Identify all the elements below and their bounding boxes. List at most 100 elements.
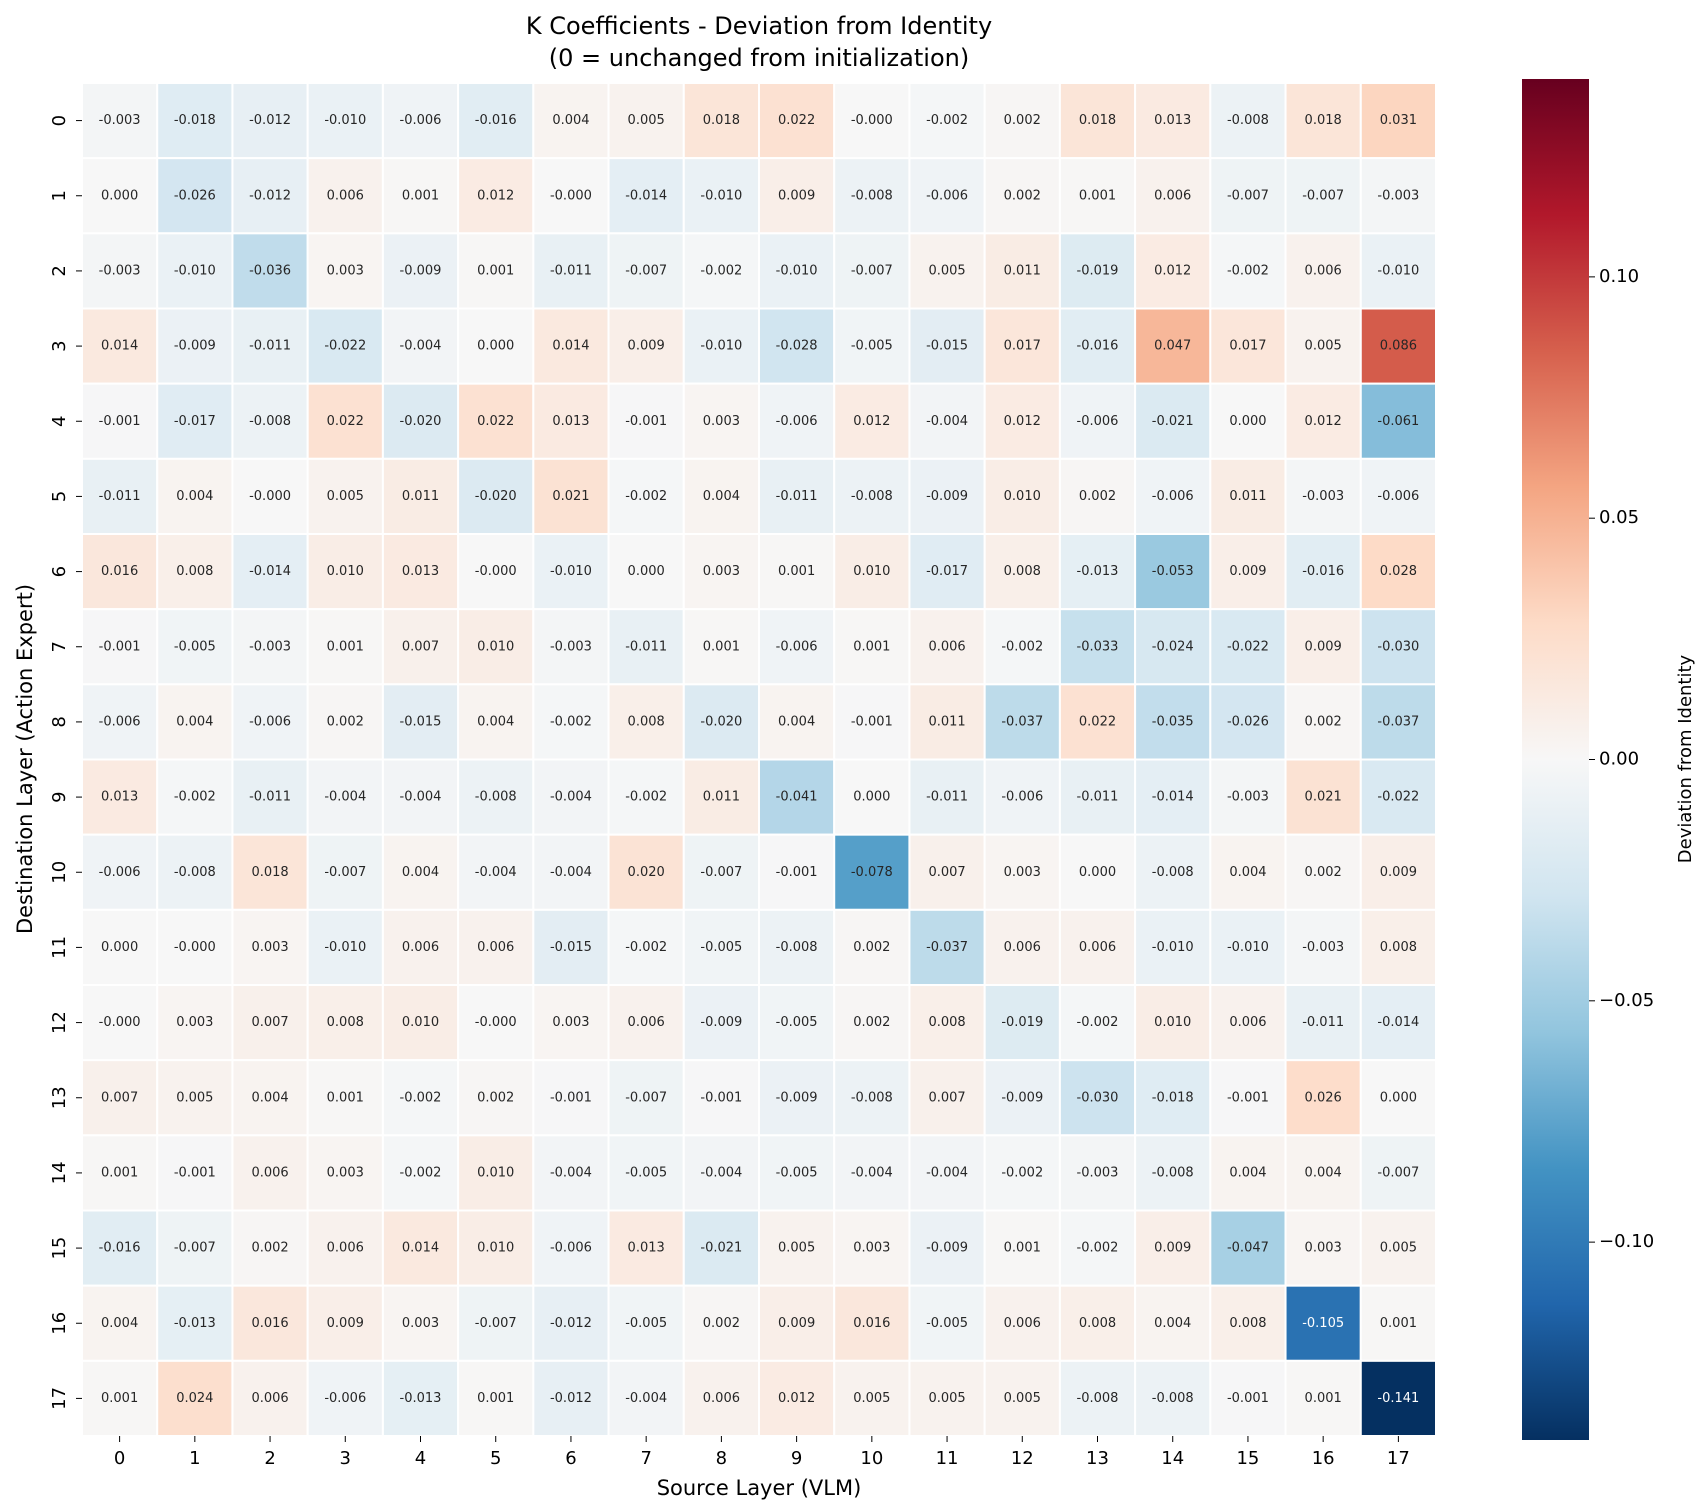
heatmap-cell [1284,1284,1362,1362]
cell-label: -0.016 [1077,339,1119,354]
cell-label: -0.007 [324,865,366,880]
cell-label: 0.005 [176,1090,213,1105]
heatmap-cell [381,382,460,460]
cell-label: -0.013 [1077,564,1119,579]
cell-label: 0.004 [402,865,439,880]
cell-label: -0.001 [99,639,141,654]
heatmap-cell [306,1359,384,1438]
cell-label: -0.009 [1001,1090,1043,1105]
heatmap-cell [306,157,384,235]
cell-label: -0.003 [1302,940,1344,955]
cell-label: 0.004 [1154,1316,1191,1331]
cell-label: -0.006 [776,414,818,429]
cell-label: -0.003 [1077,1165,1119,1180]
y-tick-label: 1 [49,190,70,201]
cell-label: -0.006 [926,188,968,203]
x-tick-label: 1 [189,1448,200,1469]
cell-label: -0.015 [550,940,592,955]
cell-label: 0.013 [1154,113,1191,128]
cell-label: 0.022 [1079,714,1116,729]
cell-label: 0.003 [703,414,740,429]
y-tick-label: 3 [49,340,70,351]
heatmap-cell [607,1284,685,1362]
cell-label: 0.009 [628,339,665,354]
cell-label: -0.015 [926,339,968,354]
cell-label: 0.013 [101,790,138,805]
heatmap-cell [81,1059,159,1137]
cell-label: -0.000 [851,113,893,128]
y-tick-label: 4 [49,416,70,427]
cell-label: 0.012 [778,1391,815,1406]
heatmap-cell [983,683,1061,761]
heatmap-cell [1209,758,1287,836]
heatmap-cell [381,157,460,235]
cell-label: -0.011 [776,489,818,504]
heatmap-cell [833,382,911,460]
cell-label: -0.078 [851,865,893,880]
heatmap-cell [908,307,986,385]
cell-label: -0.002 [1077,1015,1119,1030]
heatmap-cell [1058,82,1137,160]
cell-label: 0.002 [1305,714,1342,729]
cell-label: 0.021 [552,489,589,504]
cell-label: 0.004 [176,489,213,504]
heatmap-cell [1058,1134,1137,1212]
heatmap-cell [983,1059,1061,1137]
cell-label: -0.022 [1227,639,1269,654]
cell-label: 0.000 [477,339,514,354]
heatmap-cell [758,157,836,235]
colorbar-tick-label: −0.05 [1599,990,1654,1011]
heatmap-cell [1058,1209,1137,1287]
cell-label: 0.010 [477,1165,514,1180]
cell-label: 0.000 [628,564,665,579]
cell-label: -0.017 [174,414,216,429]
cell-label: -0.021 [700,1241,742,1256]
cell-label: -0.010 [700,188,742,203]
heatmap-cell [156,307,234,385]
cell-label: -0.010 [776,263,818,278]
cell-label: -0.017 [926,564,968,579]
cell-label: 0.007 [402,639,439,654]
cell-label: 0.007 [101,1090,138,1105]
heatmap-cell [607,1209,685,1287]
cell-label: 0.002 [1004,188,1041,203]
cell-label: -0.007 [625,263,667,278]
cell-label: 0.003 [176,1015,213,1030]
cell-label: -0.014 [1377,1015,1419,1030]
heatmap-cell [81,382,159,460]
cell-label: -0.006 [1152,489,1194,504]
cell-label: -0.011 [1302,1015,1344,1030]
x-tick-label: 10 [860,1448,883,1469]
heatmap-cell [758,307,836,385]
cell-label: -0.006 [1377,489,1419,504]
heatmap-cell [1284,82,1362,160]
cell-label: -0.000 [475,564,517,579]
cell-label: 0.010 [853,564,890,579]
cell-label: 0.004 [251,1090,288,1105]
cell-label: 0.006 [928,639,965,654]
cell-label: 0.009 [1154,1241,1191,1256]
cell-label: -0.002 [174,790,216,805]
cell-label: -0.020 [400,414,442,429]
cell-label: 0.018 [251,865,288,880]
heatmap-cell [682,382,760,460]
heatmap-cell [833,232,911,310]
cell-label: -0.000 [550,188,592,203]
heatmap-cell [532,307,610,385]
cell-label: 0.001 [477,263,514,278]
cell-label: -0.007 [625,1090,667,1105]
heatmap-cell [381,307,460,385]
cell-label: -0.005 [926,1316,968,1331]
heatmap-cell [983,232,1061,310]
heatmap-cell [532,382,610,460]
y-tick-label: 13 [49,1086,70,1109]
heatmap-cell [1284,758,1362,836]
cell-label: 0.001 [327,1090,364,1105]
cell-label: -0.001 [1227,1090,1269,1105]
cell-label: 0.008 [176,564,213,579]
cell-label: 0.018 [703,113,740,128]
heatmap-cell [1058,758,1137,836]
cell-label: 0.009 [1305,639,1342,654]
cell-label: -0.004 [550,790,592,805]
cell-label: -0.002 [400,1165,442,1180]
